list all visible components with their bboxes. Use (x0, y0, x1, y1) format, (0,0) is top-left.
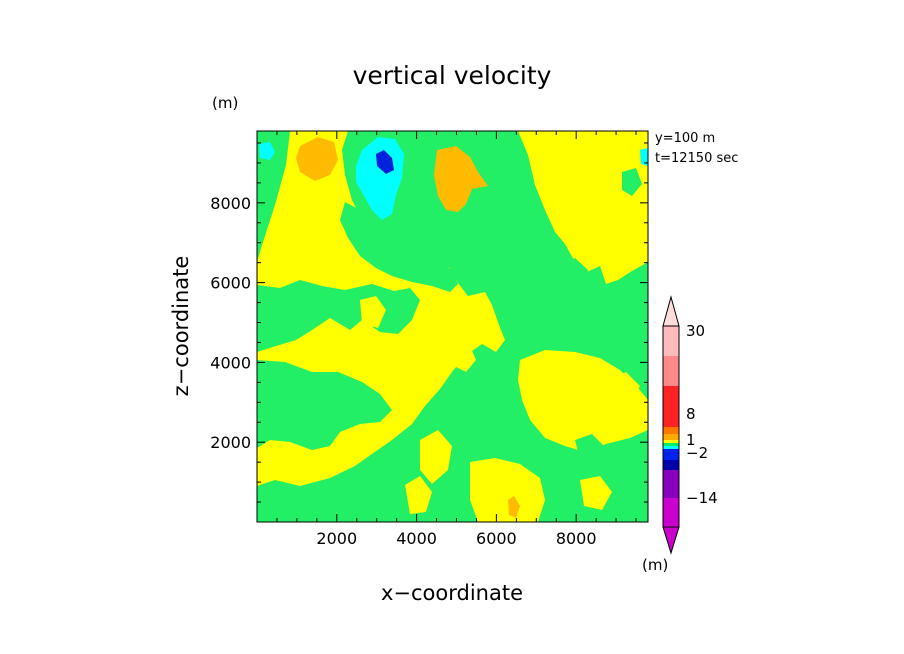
colorbar-segment (663, 470, 679, 498)
contour-region-positive (470, 458, 545, 522)
contour-region-negative (622, 168, 642, 196)
contour-region-positive (454, 346, 476, 372)
contour-region-positive (560, 198, 648, 262)
contour-region-negative-max (376, 150, 394, 174)
contour-region-positive (610, 372, 640, 404)
contour-region-negative-strong (356, 137, 404, 220)
colorbar-arrow-max (662, 295, 680, 327)
colorbar-segment (663, 449, 679, 460)
contour-region-negative (290, 402, 312, 428)
colorbar: 30 8 1−2 −14 (662, 295, 718, 555)
colorbar-segment (663, 460, 679, 470)
contour-region-positive (360, 296, 386, 328)
x-axis-label: x−coordinate (381, 581, 523, 605)
x-axis: 2000 4000 6000 8000 (276, 131, 637, 548)
contour-region-negative (575, 434, 604, 462)
annotation-y-position: y=100 m (655, 131, 715, 146)
colorbar-tick-label: −14 (686, 489, 718, 507)
contour-region-negative (560, 258, 588, 294)
colorbar-tick-label: 8 (686, 405, 696, 423)
y-tick-label: 4000 (210, 353, 251, 372)
colorbar-segment (663, 446, 679, 449)
colorbar-segment (663, 427, 679, 434)
y-tick-label: 2000 (210, 433, 251, 452)
contour-region-positive (580, 476, 612, 510)
contour-region-positive-strong (296, 137, 338, 181)
y-tick-label: 8000 (210, 194, 251, 213)
colorbar-tick-label: 1 (686, 431, 696, 449)
y-tick-label: 6000 (210, 274, 251, 293)
y-axis: 2000 4000 6000 8000 (210, 142, 648, 503)
x-tick-label: 4000 (396, 529, 437, 548)
annotation-time: t=12150 sec (655, 151, 738, 166)
y-axis-label: z−coordinate (169, 256, 193, 397)
contour-region-positive (420, 430, 452, 484)
contour-region-negative (257, 131, 290, 262)
y-axis-unit: (m) (212, 94, 238, 112)
contour-region-positive (405, 476, 432, 514)
colorbar-frame (662, 325, 680, 528)
contour-region-positive-strong (434, 146, 488, 212)
colorbar-segment (663, 498, 679, 527)
x-tick-label: 2000 (316, 529, 357, 548)
colorbar-segment (663, 409, 679, 427)
contour-region-negative (257, 280, 420, 352)
colorbar-segment (663, 434, 679, 440)
x-tick-label: 8000 (556, 529, 597, 548)
contour-region-negative-strong (640, 148, 648, 166)
colorbar-segment (663, 443, 679, 446)
colorbar-tick-label: −2 (686, 444, 708, 462)
contour-region-positive (518, 350, 648, 452)
colorbar-segment (663, 356, 679, 386)
contour-region-negative-strong (259, 142, 275, 160)
x-tick-label: 6000 (476, 529, 517, 548)
contour-region-negative (340, 202, 458, 292)
colorbar-segment (663, 386, 679, 409)
colorbar-arrow-min (662, 526, 680, 555)
contour-region-negative (257, 360, 392, 450)
chart-title: vertical velocity (353, 61, 552, 90)
colorbar-tick-label: 30 (686, 322, 705, 340)
colorbar-unit: (m) (642, 556, 668, 574)
colorbar-segment (663, 440, 679, 443)
plot-frame (256, 130, 649, 523)
contour-region-positive-strong (508, 496, 520, 518)
contour-field (257, 131, 648, 522)
colorbar-segment (663, 326, 679, 356)
